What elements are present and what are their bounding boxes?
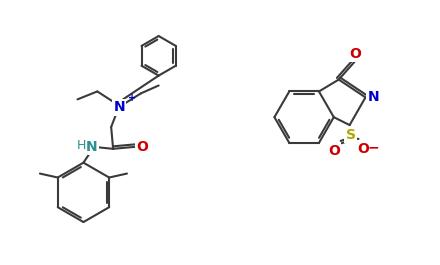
Text: S: S [345, 128, 356, 142]
Text: H: H [77, 139, 86, 152]
Text: O: O [358, 142, 370, 156]
Text: N: N [85, 140, 97, 154]
Text: O: O [350, 47, 362, 61]
Text: N: N [367, 90, 379, 104]
Text: O: O [136, 140, 148, 154]
Text: O: O [328, 144, 340, 158]
Text: +: + [128, 93, 136, 103]
Text: −: − [367, 141, 379, 155]
Text: N: N [113, 100, 125, 114]
